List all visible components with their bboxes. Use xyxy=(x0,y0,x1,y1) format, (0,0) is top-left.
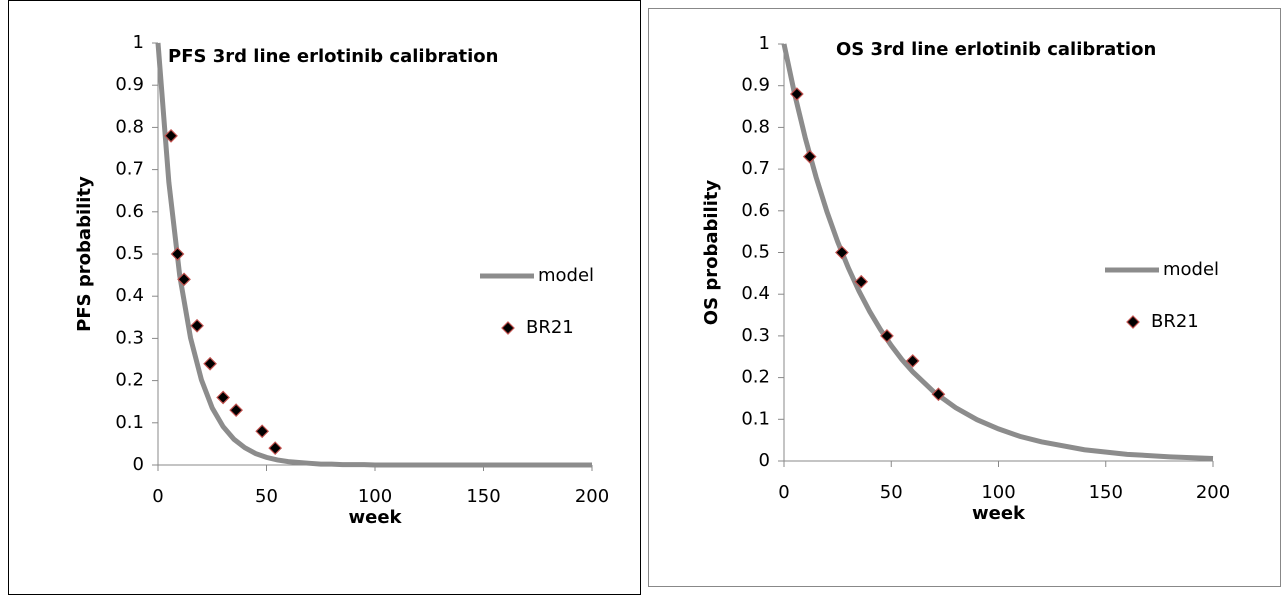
data-point xyxy=(854,274,869,289)
y-tick-label: 0.5 xyxy=(115,243,144,264)
y-tick-label: 0.7 xyxy=(741,158,770,179)
data-point xyxy=(190,318,204,333)
x-tick-label: 100 xyxy=(358,486,392,507)
model-line xyxy=(155,42,592,468)
legend-label: model xyxy=(538,265,594,286)
y-tick-label: 0.5 xyxy=(741,242,770,263)
x-tick-label: 150 xyxy=(466,486,500,507)
data-point xyxy=(170,247,185,261)
y-tick-label: 0.4 xyxy=(741,283,770,304)
data-point xyxy=(880,329,894,343)
y-tick-label: 0 xyxy=(759,450,770,471)
x-tick-label: 150 xyxy=(1089,482,1123,503)
y-tick-label: 0.4 xyxy=(115,285,144,306)
model-line xyxy=(781,43,1214,461)
chart-title: OS 3rd line erlotinib calibration xyxy=(836,39,1156,60)
y-tick-label: 0 xyxy=(133,454,144,475)
y-tick-label: 0.3 xyxy=(115,327,144,348)
data-point xyxy=(835,245,849,260)
y-tick-label: 0.6 xyxy=(741,200,770,221)
data-point xyxy=(268,441,283,455)
y-tick-label: 1 xyxy=(759,33,770,54)
y-tick-label: 0.1 xyxy=(741,408,770,429)
legend-swatch xyxy=(501,321,515,335)
y-tick-label: 0.9 xyxy=(741,75,770,96)
panel-frame xyxy=(648,8,1281,587)
y-tick-label: 0.9 xyxy=(115,74,144,95)
x-tick-label: 100 xyxy=(981,482,1015,503)
x-axis-label: week xyxy=(972,503,1026,524)
y-axis-label: OS probability xyxy=(701,180,722,326)
y-tick-label: 0.8 xyxy=(741,116,770,137)
y-axis-label: PFS probability xyxy=(74,176,95,332)
x-axis-label: week xyxy=(348,507,402,528)
data-point xyxy=(216,390,230,405)
y-tick-label: 0.2 xyxy=(115,370,144,391)
data-point xyxy=(790,87,804,101)
y-tick-label: 0.6 xyxy=(115,201,144,222)
y-tick-label: 0.7 xyxy=(115,159,144,180)
data-point xyxy=(255,424,270,439)
data-point xyxy=(229,403,243,417)
chart-title: PFS 3rd line erlotinib calibration xyxy=(168,46,498,67)
panel-frame xyxy=(8,0,641,595)
legend-label: BR21 xyxy=(1151,311,1199,332)
y-tick-label: 0.2 xyxy=(741,367,770,388)
x-tick-label: 0 xyxy=(152,486,163,507)
data-point xyxy=(203,356,217,371)
y-tick-label: 1 xyxy=(133,32,144,53)
x-tick-label: 200 xyxy=(1196,482,1230,503)
data-point xyxy=(905,354,920,368)
y-tick-label: 0.1 xyxy=(115,412,144,433)
x-tick-label: 0 xyxy=(778,482,789,503)
y-tick-label: 0.3 xyxy=(741,325,770,346)
x-tick-label: 50 xyxy=(880,482,903,503)
data-point xyxy=(931,387,946,402)
y-tick-label: 0.8 xyxy=(115,116,144,137)
data-point xyxy=(802,149,817,164)
legend-label: model xyxy=(1163,259,1219,280)
x-tick-label: 200 xyxy=(575,486,609,507)
data-point xyxy=(177,272,191,287)
data-point xyxy=(164,128,178,143)
x-tick-label: 50 xyxy=(255,486,278,507)
legend-label: BR21 xyxy=(526,317,574,338)
legend-swatch xyxy=(1126,315,1140,329)
